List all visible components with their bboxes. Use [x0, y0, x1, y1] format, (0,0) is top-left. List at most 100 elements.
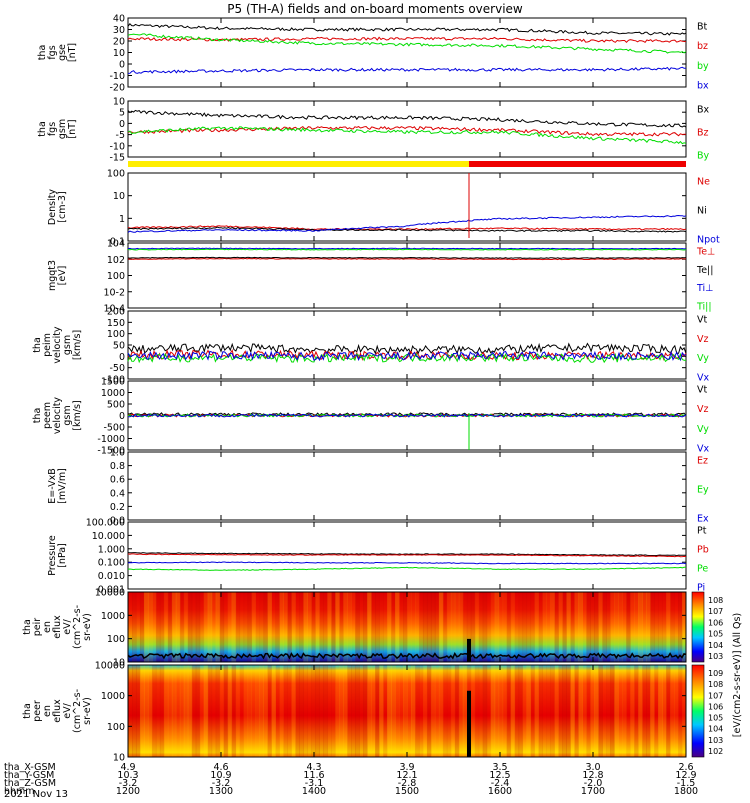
y-axis-label: gsm	[62, 405, 73, 425]
y-tick-label: -500	[103, 423, 125, 434]
legend-label: Bx	[697, 105, 710, 116]
series-line-fgs	[127, 66, 686, 74]
spectrogram-texture	[454, 665, 460, 757]
spectrogram-texture	[566, 665, 571, 757]
orbit-tick-label: -3.2	[212, 778, 231, 789]
series-line-temperature	[127, 256, 687, 259]
spectrogram-texture	[554, 665, 559, 757]
spectrogram-texture	[211, 665, 217, 757]
spectrogram-texture	[574, 665, 579, 757]
spectrogram-texture	[598, 665, 603, 757]
y-axis-label: [km/s]	[72, 400, 83, 430]
spectrogram-texture	[418, 592, 424, 662]
spectrogram-texture	[550, 665, 555, 757]
spectrogram-texture	[526, 592, 532, 662]
y-axis-label: gsm	[57, 119, 68, 139]
spectrogram-texture	[383, 665, 388, 757]
spectrogram-texture	[175, 592, 181, 662]
spectrogram-texture	[191, 592, 197, 662]
spectrogram-texture	[203, 665, 209, 757]
legend-label: Bt	[697, 22, 708, 33]
y-axis-label: Pressure	[47, 535, 58, 576]
spectrogram-texture	[255, 665, 261, 757]
colorbar-tick-label: 107	[708, 691, 723, 700]
series-line-fgs	[127, 23, 687, 36]
legend-label: Ti⊥	[696, 283, 713, 294]
spectrogram-texture	[654, 592, 659, 662]
spectrogram-texture	[542, 665, 547, 757]
y-axis-label: [nT]	[67, 43, 78, 62]
spectrogram-texture	[422, 592, 428, 662]
spectrogram-texture	[339, 592, 344, 662]
spectrogram-texture	[319, 592, 324, 662]
legend-label: Pe	[697, 564, 708, 575]
y-axis-label: en	[42, 621, 53, 633]
spectrogram-texture	[514, 665, 520, 757]
spectrogram-texture	[367, 592, 372, 662]
spectrogram-texture	[578, 592, 583, 662]
series-line-density	[127, 226, 687, 233]
spectrogram-texture	[482, 665, 488, 757]
spectrogram-texture	[642, 665, 647, 757]
y-tick-label: 1500	[101, 377, 125, 388]
spectrogram-texture	[630, 592, 635, 662]
spectrogram-texture	[355, 665, 360, 757]
spectrogram-texture	[450, 592, 456, 662]
spectrogram-texture	[211, 592, 217, 662]
legend-label: Ne	[697, 177, 710, 188]
legend-label: bz	[697, 41, 708, 52]
series-line-pressure	[127, 561, 687, 565]
spectrogram-texture	[538, 592, 544, 662]
y-tick-label: 10	[113, 658, 125, 669]
spectrogram-texture	[582, 665, 587, 757]
y-axis-label: tha	[37, 45, 48, 61]
spectrogram-texture	[486, 665, 492, 757]
spectrogram-texture	[363, 665, 368, 757]
y-tick-label: 102	[107, 255, 125, 266]
orbit-tick-label: 4.3	[306, 762, 321, 773]
orbit-tick-label: -2.0	[584, 778, 603, 789]
spectrogram-texture	[147, 665, 153, 757]
legend-label: Bz	[697, 128, 709, 139]
spectrogram-texture	[598, 592, 603, 662]
colorbar-tick-label: 104	[708, 725, 723, 734]
spectrogram-texture	[219, 592, 225, 662]
spectrogram-texture	[351, 665, 356, 757]
panel-pressure: 100.000 10.000 1.000 0.100 0.010 0.001 Pressur…	[47, 518, 709, 596]
spectrogram-texture	[199, 592, 205, 662]
legend-label: by	[697, 61, 709, 72]
spectrogram-texture	[175, 665, 181, 757]
spectrogram-texture	[438, 592, 444, 662]
spectrogram-texture	[458, 592, 464, 662]
y-tick-label: 0	[119, 352, 125, 363]
y-tick-label: 0.010	[98, 571, 125, 582]
orbit-axis: tha_X-GSM 4.9 4.6 4.3 3.9 3.5 3.0 2.6 tha_Y-GSM 1…	[4, 762, 698, 797]
spectrogram-texture	[498, 592, 504, 662]
spectrogram-texture	[530, 592, 536, 662]
y-tick-label: 100.000	[86, 518, 125, 529]
spectrogram-texture	[311, 592, 316, 662]
spectrogram-texture	[219, 665, 225, 757]
spectrogram-texture	[662, 665, 667, 757]
colorbar-tick-label: 107	[708, 607, 723, 616]
spectrogram-texture	[267, 592, 272, 662]
spectrogram-peir	[128, 592, 686, 662]
spectrogram-texture	[231, 665, 237, 757]
spectrogram-texture	[510, 592, 516, 662]
y-tick-label: -10	[109, 141, 125, 152]
colorbar-tick-label: 102	[708, 747, 723, 756]
spectrogram-texture	[486, 592, 492, 662]
spectrogram-texture	[578, 665, 583, 757]
spectrogram-texture	[239, 592, 245, 662]
series-line-density	[127, 225, 687, 231]
spectrogram-texture	[187, 665, 193, 757]
legend-label: Vy	[697, 424, 709, 435]
y-tick-label: 0	[119, 119, 125, 130]
y-axis-label: eV/	[62, 618, 73, 634]
orbit-tick-label: 2.6	[678, 762, 693, 773]
colorbar-tick-label: 106	[708, 702, 723, 711]
spectrogram-texture	[311, 665, 316, 757]
spectrogram-texture	[407, 592, 412, 662]
spectrogram-texture	[470, 665, 476, 757]
spectrogram-texture	[434, 665, 440, 757]
